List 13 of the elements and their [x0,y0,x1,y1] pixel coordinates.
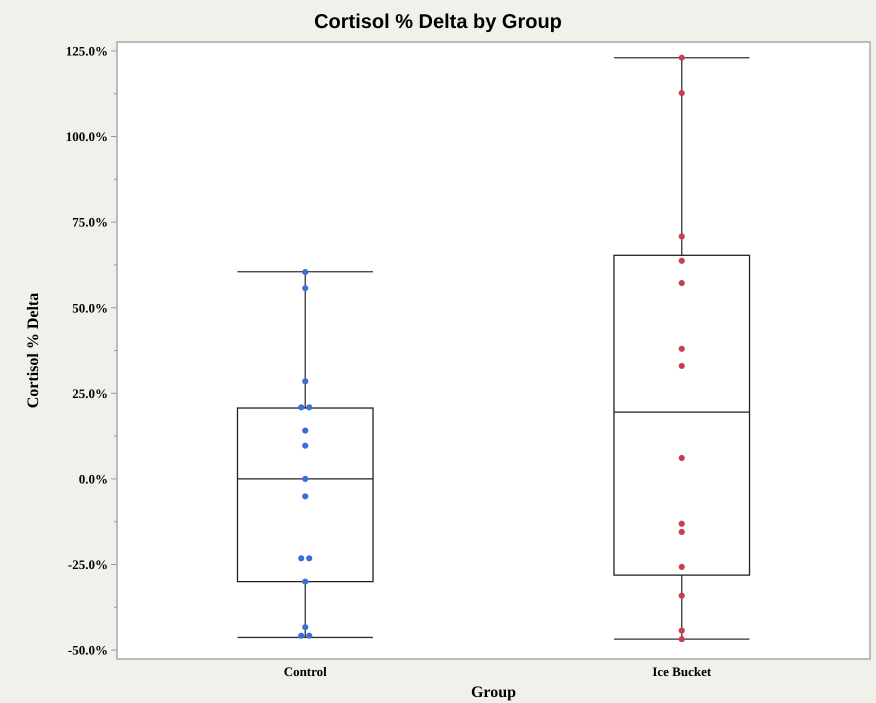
x-axis-title: Group [470,684,516,701]
x-tick-label: Ice Bucket [652,664,712,679]
y-axis-title: Cortisol % Delta [25,292,42,408]
y-tick-label: 75.0% [72,214,108,230]
y-tick-label: 125.0% [66,43,108,58]
chart-title: Cortisol % Delta by Group [314,11,562,33]
y-tick-label: 50.0% [72,300,108,316]
y-tick-label: 100.0% [66,129,108,144]
y-tick-label: -50.0% [68,642,108,658]
y-tick-label: 0.0% [78,471,108,486]
x-tick-label: Control [284,664,328,679]
y-tick-label: 25.0% [72,386,108,401]
y-tick-label: -25.0% [68,557,108,572]
